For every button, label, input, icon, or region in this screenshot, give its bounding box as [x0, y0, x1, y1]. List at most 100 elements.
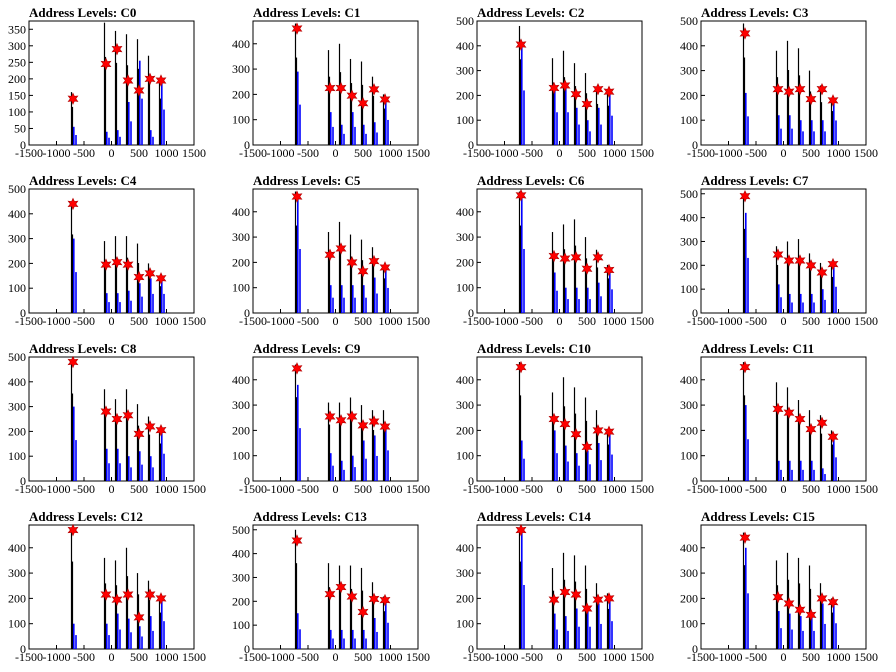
x-tick-label: -1500: [463, 314, 491, 328]
chart-panel-c14: Address Levels: C14 0 100 200 300 400 -1500 -10…: [456, 509, 654, 664]
y-tick-label: 300: [456, 230, 474, 244]
x-tick-label: 0: [557, 482, 563, 496]
level-marker: [379, 593, 391, 607]
level-marker: [122, 409, 134, 422]
x-tick-label: -1500: [687, 314, 715, 328]
level-marker: [133, 84, 145, 97]
x-tick-label: 1500: [406, 146, 430, 160]
y-tick-label: 100: [232, 281, 250, 295]
level-marker: [357, 605, 369, 619]
level-marker: [581, 440, 593, 454]
chart-panel-c12: Address Levels: C12 0 100 200 300 400 -1500 -10…: [8, 509, 206, 664]
level-marker: [133, 611, 145, 624]
x-tick-label: -1500: [15, 482, 43, 496]
chart-panel-c7: Address Levels: C70100200300400500-1500-…: [680, 173, 878, 328]
plot-frame: [700, 188, 867, 314]
x-tick-label: 1000: [603, 650, 627, 664]
level-marker: [581, 262, 593, 275]
x-tick-label: 1500: [630, 482, 654, 496]
level-marker: [772, 248, 784, 261]
level-marker: [559, 79, 571, 92]
level-marker: [559, 417, 571, 431]
y-tick-label: 100: [456, 617, 474, 631]
chart-title: Address Levels: C4: [29, 173, 137, 188]
level-marker: [291, 190, 303, 203]
level-marker: [67, 92, 79, 105]
level-marker: [603, 425, 615, 438]
x-tick-label: -500: [73, 314, 95, 328]
plot-frame: [476, 188, 643, 314]
x-tick-label: -1500: [463, 146, 491, 160]
level-marker: [548, 81, 560, 95]
y-tick-label: 200: [232, 255, 250, 269]
x-tick-label: -1000: [267, 650, 295, 664]
x-tick-label: -1000: [43, 482, 71, 496]
chart-title: Address Levels: C8: [29, 341, 137, 356]
y-tick-label: 200: [232, 423, 250, 437]
y-tick-label: 300: [680, 566, 698, 580]
x-tick-label: 0: [557, 314, 563, 328]
y-tick-label: 100: [8, 105, 26, 119]
plot-frame: [28, 20, 195, 146]
x-tick-label: -500: [745, 314, 767, 328]
chart-title: Address Levels: C1: [253, 5, 360, 20]
level-marker: [100, 57, 112, 71]
y-tick-label: 200: [456, 423, 474, 437]
x-tick-label: 1000: [827, 650, 851, 664]
level-marker: [570, 251, 582, 264]
y-tick-label: 300: [232, 62, 250, 76]
plot-frame: [252, 20, 419, 146]
chart-title: Address Levels: C14: [477, 509, 591, 524]
y-tick-label: 300: [456, 398, 474, 412]
x-tick-label: -1000: [43, 650, 71, 664]
y-tick-label: 200: [456, 88, 474, 102]
x-tick-label: 500: [802, 650, 820, 664]
x-tick-label: -1500: [239, 146, 267, 160]
x-tick-label: 500: [130, 650, 148, 664]
x-tick-label: 0: [333, 146, 339, 160]
level-marker: [739, 360, 751, 374]
chart-panel-c11: Address Levels: C11 0 100 200 300 400 -1500 -10…: [680, 341, 878, 496]
y-tick-label: 100: [8, 449, 26, 463]
level-marker: [592, 82, 604, 96]
x-tick-label: -500: [73, 482, 95, 496]
x-tick-label: -1500: [239, 650, 267, 664]
level-marker: [603, 85, 615, 98]
level-marker: [324, 587, 336, 601]
chart-title: Address Levels: C15: [701, 509, 815, 524]
x-tick-label: -1500: [15, 314, 43, 328]
y-tick-label: 0: [468, 474, 474, 488]
level-marker: [111, 412, 123, 426]
chart-title: Address Levels: C13: [253, 509, 367, 524]
y-tick-label: 0: [468, 306, 474, 320]
y-tick-label: 100: [456, 449, 474, 463]
level-marker: [783, 85, 795, 98]
level-marker: [379, 261, 391, 274]
x-tick-label: 500: [578, 314, 596, 328]
level-marker: [515, 360, 527, 374]
x-tick-label: -500: [521, 146, 543, 160]
x-tick-label: 1000: [603, 314, 627, 328]
level-marker: [603, 592, 615, 605]
chart-title: Address Levels: C7: [701, 173, 809, 188]
level-marker: [739, 27, 751, 40]
level-marker: [111, 255, 123, 269]
x-tick-label: -500: [745, 650, 767, 664]
level-marker: [515, 189, 527, 202]
plot-frame: [476, 20, 643, 146]
level-marker: [515, 523, 527, 537]
level-marker: [794, 603, 806, 617]
x-tick-label: -1000: [491, 650, 519, 664]
y-tick-label: 300: [456, 64, 474, 78]
level-marker: [805, 259, 817, 272]
x-tick-label: 500: [354, 314, 372, 328]
x-tick-label: -1500: [687, 650, 715, 664]
y-tick-label: 500: [8, 350, 26, 364]
y-tick-label: 400: [680, 373, 698, 387]
x-tick-label: 1500: [630, 146, 654, 160]
x-tick-label: -1500: [15, 146, 43, 160]
plot-frame: [700, 356, 867, 482]
y-tick-label: 0: [692, 138, 698, 152]
level-marker: [368, 415, 380, 428]
plot-frame: [252, 188, 419, 314]
